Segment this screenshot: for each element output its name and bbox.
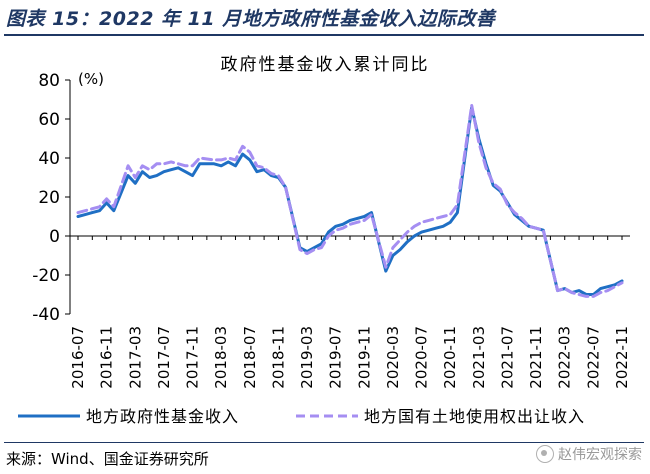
y-tick-label: 0 [49, 227, 60, 247]
x-tick-label: 2022-07 [584, 326, 602, 389]
legend-label: 地方国有土地使用权出让收入 [364, 407, 585, 426]
x-tick-label: 2019-07 [327, 326, 345, 389]
x-tick-label: 2020-07 [413, 326, 431, 389]
x-tick-label: 2022-11 [613, 326, 631, 389]
x-tick-label: 2017-07 [155, 326, 173, 389]
x-tick-label: 2018-07 [241, 326, 259, 389]
x-tick-label: 2021-11 [527, 326, 545, 389]
y-tick-label: 40 [38, 149, 60, 169]
wechat-icon [536, 445, 554, 463]
y-tick-label: -40 [32, 305, 60, 325]
x-tick-label: 2019-03 [298, 326, 316, 389]
series-line-land-sales [76, 103, 624, 298]
x-tick-label: 2018-03 [212, 326, 230, 389]
source-rule [4, 442, 644, 443]
x-tick-label: 2021-03 [470, 326, 488, 389]
x-tick-label: 2018-11 [269, 326, 287, 389]
x-tick-label: 2016-11 [98, 326, 116, 389]
x-tick-label: 2017-03 [126, 326, 144, 389]
x-tick-label: 2021-07 [498, 326, 516, 389]
legend-label: 地方政府性基金收入 [86, 407, 239, 426]
figure-title: 图表 15：2022 年 11 月地方政府性基金收入边际改善 [6, 8, 496, 30]
y-tick-label: 20 [38, 188, 60, 208]
y-tick-label: -20 [32, 266, 60, 286]
x-tick-label: 2020-03 [384, 326, 402, 389]
y-axis-unit: (%) [78, 70, 104, 88]
series-line-fund-revenue [76, 105, 624, 296]
chart-title: 政府性基金收入累计同比 [220, 55, 430, 75]
x-tick-label: 2022-03 [556, 326, 574, 389]
y-tick-label: 60 [38, 110, 60, 130]
watermark-text: 赵伟宏观探索 [558, 447, 642, 463]
y-tick-label: 80 [38, 71, 60, 91]
x-tick-label: 2019-11 [355, 326, 373, 389]
source-note: 来源：Wind、国金证券研究所 [6, 450, 209, 468]
x-tick-label: 2020-11 [441, 326, 459, 389]
x-tick-label: 2016-07 [69, 326, 87, 389]
x-tick-label: 2017-11 [184, 326, 202, 389]
title-rule [4, 34, 644, 36]
watermark: 赵伟宏观探索 [536, 444, 642, 464]
